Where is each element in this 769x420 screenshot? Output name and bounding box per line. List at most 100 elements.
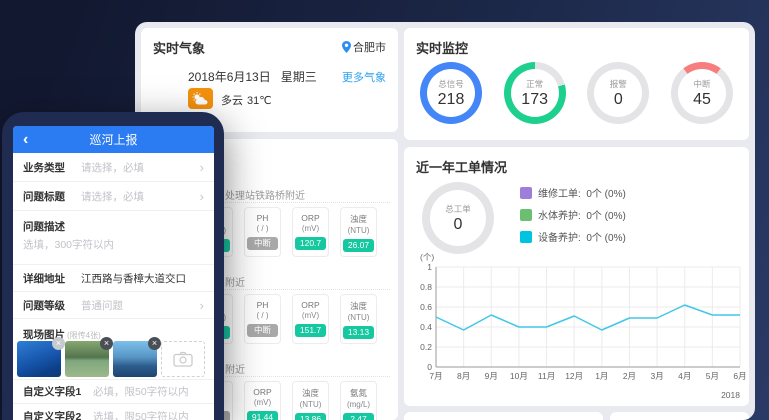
field-issue-title[interactable]: 问题标题 请选择，必填 › (13, 182, 214, 211)
sensor-unit: ( / ) (256, 224, 269, 233)
card-partial-right (610, 412, 749, 420)
field-value: 江西路与香樟大道交口 (81, 272, 186, 285)
sensor-name: ORP (301, 213, 320, 223)
realtime-monitor-card: 实时监控 总信号 218 正常 173 报警 0 中断 45 (404, 28, 749, 140)
donut-总工单: 总工单 0 (422, 182, 494, 254)
legend-item: 水体养护: 0个 (0%) (520, 207, 626, 222)
dotted-divider (149, 289, 390, 290)
donut-label: 中断 (693, 78, 711, 89)
field-business-type[interactable]: 业务类型 请选择，必填 › (13, 153, 214, 182)
station-title: 附近 (225, 365, 245, 376)
sensor-value-chip: 120.7 (295, 237, 326, 250)
sensor-value-chip: 13.86 (295, 413, 326, 420)
field-custom-1[interactable]: 自定义字段1 必填，限50字符以内 (13, 380, 214, 404)
donut-正常: 正常 173 (503, 62, 566, 124)
svg-text:0: 0 (427, 362, 432, 372)
sensor-card-PH: PH ( / ) 中断 (244, 294, 281, 344)
svg-text:6月: 6月 (733, 371, 746, 381)
field-issue-description[interactable]: 问题描述 选填，300字符以内 (13, 211, 214, 265)
remove-photo-icon[interactable]: × (52, 337, 65, 350)
cloudy-weather-icon (188, 88, 213, 109)
sensor-value-chip: 13.13 (343, 326, 374, 339)
more-weather-link[interactable]: 更多气象 (342, 72, 386, 84)
remove-photo-icon[interactable]: × (100, 337, 113, 350)
field-label: 自定义字段2 (23, 410, 82, 420)
field-placeholder: 选填，300字符以内 (23, 239, 115, 251)
field-label: 自定义字段1 (23, 386, 82, 398)
svg-text:0.6: 0.6 (420, 302, 432, 312)
sensor-unit: (mV) (301, 311, 320, 320)
location-pin-icon (342, 41, 351, 53)
field-label: 问题描述 (23, 221, 65, 233)
svg-text:9月: 9月 (485, 371, 498, 381)
field-custom-2[interactable]: 自定义字段2 选填，限50字符以内 (13, 404, 214, 420)
app-header: ‹ 巡河上报 (13, 126, 214, 153)
signal-donut-row: 总信号 218 正常 173 报警 0 中断 45 (420, 62, 733, 124)
legend-item: 设备养护: 0个 (0%) (520, 229, 626, 244)
dashboard-panel: 实时气象 合肥市 2018年6月13日 星期三 更多气象 (135, 22, 755, 420)
sensor-name: PH (256, 300, 269, 310)
sensor-value-chip: 2.47 (343, 413, 374, 420)
legend-swatch (520, 208, 532, 221)
svg-text:3月: 3月 (650, 371, 663, 381)
legend-swatch (520, 230, 532, 243)
legend-item: 维修工单: 0个 (0%) (520, 185, 626, 200)
svg-text:0.4: 0.4 (420, 322, 432, 332)
svg-text:10月: 10月 (510, 371, 528, 381)
field-label: 问题标题 (23, 190, 65, 203)
svg-text:5月: 5月 (706, 371, 719, 381)
monitor-card-title: 实时监控 (416, 41, 469, 56)
sensor-card-氨氮: 氨氮 (mg/L) 2.47 (340, 381, 377, 420)
donut-总信号: 总信号 218 (420, 62, 482, 124)
weather-date: 2018年6月13日 星期三 (188, 70, 317, 84)
donut-label: 总信号 (438, 78, 464, 89)
remove-photo-icon[interactable]: × (148, 337, 161, 350)
svg-text:(个): (个) (420, 252, 434, 262)
sensor-name: 浊度 (349, 214, 367, 224)
camera-icon (173, 351, 193, 367)
sensor-value-chip: 中断 (247, 324, 278, 337)
sensor-unit: (mV) (253, 398, 272, 407)
sensor-name: 浊度 (301, 388, 319, 398)
chevron-right-icon: › (199, 297, 204, 313)
field-placeholder: 选填，限50字符以内 (93, 410, 189, 420)
add-photo-camera-button[interactable] (161, 341, 205, 377)
phone-screen: ‹ 巡河上报 业务类型 请选择，必填 › 问题标题 请选择，必填 › 问题描述 … (13, 126, 214, 420)
sensor-card-浊度: 浊度 (NTU) 26.07 (340, 207, 377, 257)
sensor-name: ORP (301, 300, 320, 310)
workorders-line-chart: 7月 8月 9月 10月 11月 12月 1月 2月 3月 4月 5月 6月 0 0.2 0.4 0.6 0.8… (414, 251, 748, 401)
station-title: 处理站铁路桥附近 (225, 191, 305, 202)
total-workorders-donut: 总工单 0 (422, 182, 494, 254)
weather-condition: 多云 31℃ (221, 95, 272, 107)
sensor-card-ORP: ORP (mV) 91.44 (244, 381, 281, 420)
donut-label: 总工单 (445, 203, 471, 214)
field-placeholder: 必填，限50字符以内 (93, 386, 189, 398)
svg-text:12月: 12月 (565, 371, 583, 381)
sensor-unit: (NTU) (299, 400, 322, 409)
photo-thumbnail-2[interactable]: × (65, 337, 113, 377)
svg-text:2018: 2018 (721, 390, 740, 400)
field-address[interactable]: 详细地址 江西路与香樟大道交口 (13, 265, 214, 292)
donut-label: 正常 (526, 78, 544, 89)
dotted-divider (149, 376, 390, 377)
svg-text:0.8: 0.8 (420, 282, 432, 292)
field-site-photos: 现场图片 (限传4张) × × × (13, 319, 214, 380)
city-selector[interactable]: 合肥市 (342, 39, 386, 55)
photo-row: × × × (17, 337, 205, 377)
donut-label: 报警 (609, 78, 627, 89)
donut-value: 0 (453, 215, 463, 233)
svg-text:11月: 11月 (538, 371, 555, 381)
svg-text:7月: 7月 (429, 371, 442, 381)
field-placeholder: 请选择，必填 (81, 190, 144, 203)
field-issue-level[interactable]: 问题等级 普通问题 › (13, 292, 214, 319)
photo-thumbnail-3[interactable]: × (113, 337, 161, 377)
svg-text:8月: 8月 (457, 371, 470, 381)
donut-报警: 报警 0 (587, 62, 650, 124)
svg-text:1月: 1月 (595, 371, 608, 381)
photo-thumbnail-1[interactable]: × (17, 337, 65, 377)
sensor-name: 氨氮 (349, 388, 367, 398)
field-label: 详细地址 (23, 272, 65, 285)
donut-value: 173 (521, 90, 548, 108)
back-icon[interactable]: ‹ (23, 130, 29, 148)
